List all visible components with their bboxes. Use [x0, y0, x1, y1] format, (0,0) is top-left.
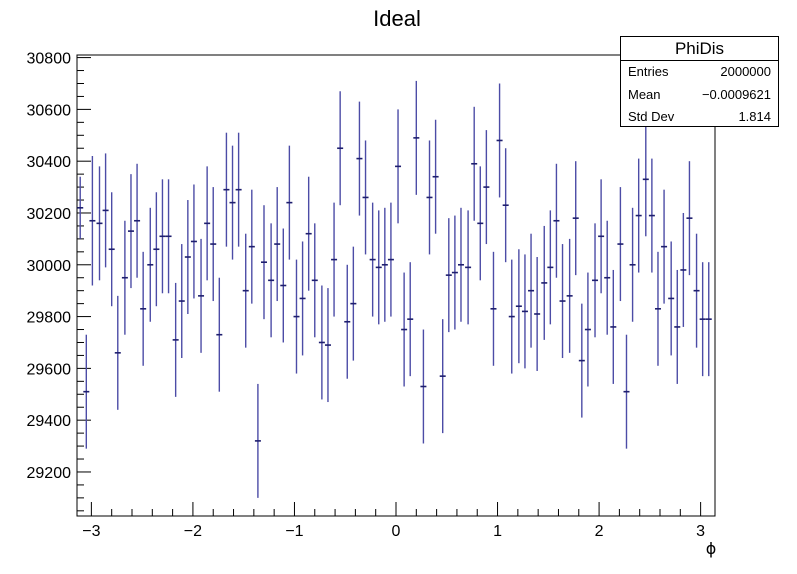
y-tick-label: 29600 [27, 361, 72, 378]
x-axis-label: ϕ [706, 539, 717, 558]
y-tick-label: 29800 [27, 310, 72, 327]
stats-label: Mean [628, 86, 661, 102]
stats-row-entries: Entries 2000000 [621, 61, 778, 84]
y-tick-label: 30800 [27, 51, 72, 68]
stats-row-stddev: Std Dev 1.814 [621, 106, 778, 129]
x-tick-label: −3 [82, 523, 100, 540]
stats-value: 1.814 [738, 109, 771, 124]
chart-title: Ideal [373, 6, 421, 31]
stats-label: Entries [628, 64, 669, 79]
stats-label: Std Dev [628, 109, 675, 124]
stats-value: 2000000 [720, 64, 771, 79]
stats-value: −0.0009621 [701, 86, 771, 102]
stats-row-mean: Mean −0.0009621 [621, 84, 778, 107]
y-tick-label: 30000 [27, 258, 72, 275]
x-tick-label: −2 [184, 523, 202, 540]
stats-box: PhiDis Entries 2000000 Mean −0.0009621 S… [620, 36, 779, 127]
y-tick-label: 29400 [27, 413, 72, 430]
y-tick-label: 29200 [27, 465, 72, 482]
data-points [77, 80, 712, 498]
y-tick-label: 30400 [27, 154, 72, 171]
y-tick-label: 30600 [27, 102, 72, 119]
x-tick-label: 1 [493, 523, 502, 540]
y-tick-label: 30200 [27, 206, 72, 223]
x-tick-label: 0 [392, 523, 401, 540]
x-tick-label: 3 [696, 523, 705, 540]
x-tick-label: −1 [285, 523, 303, 540]
x-tick-label: 2 [595, 523, 604, 540]
axes: 29200 29400 29600 29800 30000 30200 30400 30600… [27, 51, 706, 540]
stats-title: PhiDis [621, 37, 778, 61]
